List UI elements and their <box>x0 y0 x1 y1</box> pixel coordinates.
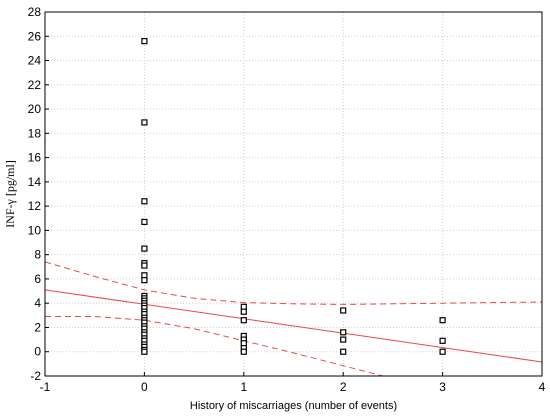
y-tick-label: 26 <box>28 29 42 43</box>
data-point <box>240 308 247 315</box>
data-point <box>141 198 148 205</box>
confidence-upper-line <box>45 261 542 305</box>
y-tick-label: 28 <box>28 5 42 19</box>
data-point <box>141 277 148 284</box>
x-axis-label: History of miscarriages (number of event… <box>190 400 397 412</box>
y-tick-label: 18 <box>28 126 42 140</box>
data-point <box>340 307 347 314</box>
grid-lines <box>44 11 543 377</box>
y-tick-label: 8 <box>34 248 41 262</box>
data-point <box>240 303 247 310</box>
x-tick-label: 2 <box>340 380 347 394</box>
y-tick-label: 22 <box>28 78 42 92</box>
plot-frame <box>44 11 543 377</box>
data-point <box>439 348 446 355</box>
y-tick-label: 4 <box>34 296 41 310</box>
data-point <box>141 272 148 279</box>
x-tick-label: 3 <box>439 380 446 394</box>
x-tick-label: 4 <box>539 380 546 394</box>
y-tick-label: 10 <box>28 223 42 237</box>
x-tick-label: -1 <box>40 380 51 394</box>
data-point <box>439 317 446 324</box>
data-point <box>340 329 347 336</box>
y-axis-label: INF-γ [pg/ml] <box>3 160 17 228</box>
y-tick-label: 16 <box>28 151 42 165</box>
data-point <box>340 348 347 355</box>
x-tick-label: 1 <box>240 380 247 394</box>
data-point <box>439 337 446 344</box>
confidence-lower-line <box>45 316 384 376</box>
data-point <box>240 317 247 324</box>
data-point <box>141 348 148 355</box>
regression-line <box>45 289 542 363</box>
y-tick-label: -2 <box>30 369 41 383</box>
data-point <box>240 348 247 355</box>
data-point <box>141 245 148 252</box>
data-point <box>141 262 148 269</box>
y-tick-label: 6 <box>34 272 41 286</box>
data-point <box>141 119 148 126</box>
confidence-bands <box>45 261 542 376</box>
x-tick-label: 0 <box>141 380 148 394</box>
data-point <box>340 336 347 343</box>
x-axis-ticks: -1 0 1 2 3 4 <box>40 372 546 394</box>
data-point <box>141 218 148 226</box>
y-tick-label: 0 <box>34 345 41 359</box>
y-tick-label: 20 <box>28 102 42 116</box>
data-point <box>141 38 148 45</box>
y-tick-label: 14 <box>28 175 42 189</box>
regression-group <box>45 289 542 363</box>
data-points <box>141 38 446 355</box>
data-point <box>240 340 247 347</box>
y-tick-label: 24 <box>28 54 42 68</box>
y-tick-label: 2 <box>34 320 41 334</box>
y-tick-label: 12 <box>28 199 42 213</box>
